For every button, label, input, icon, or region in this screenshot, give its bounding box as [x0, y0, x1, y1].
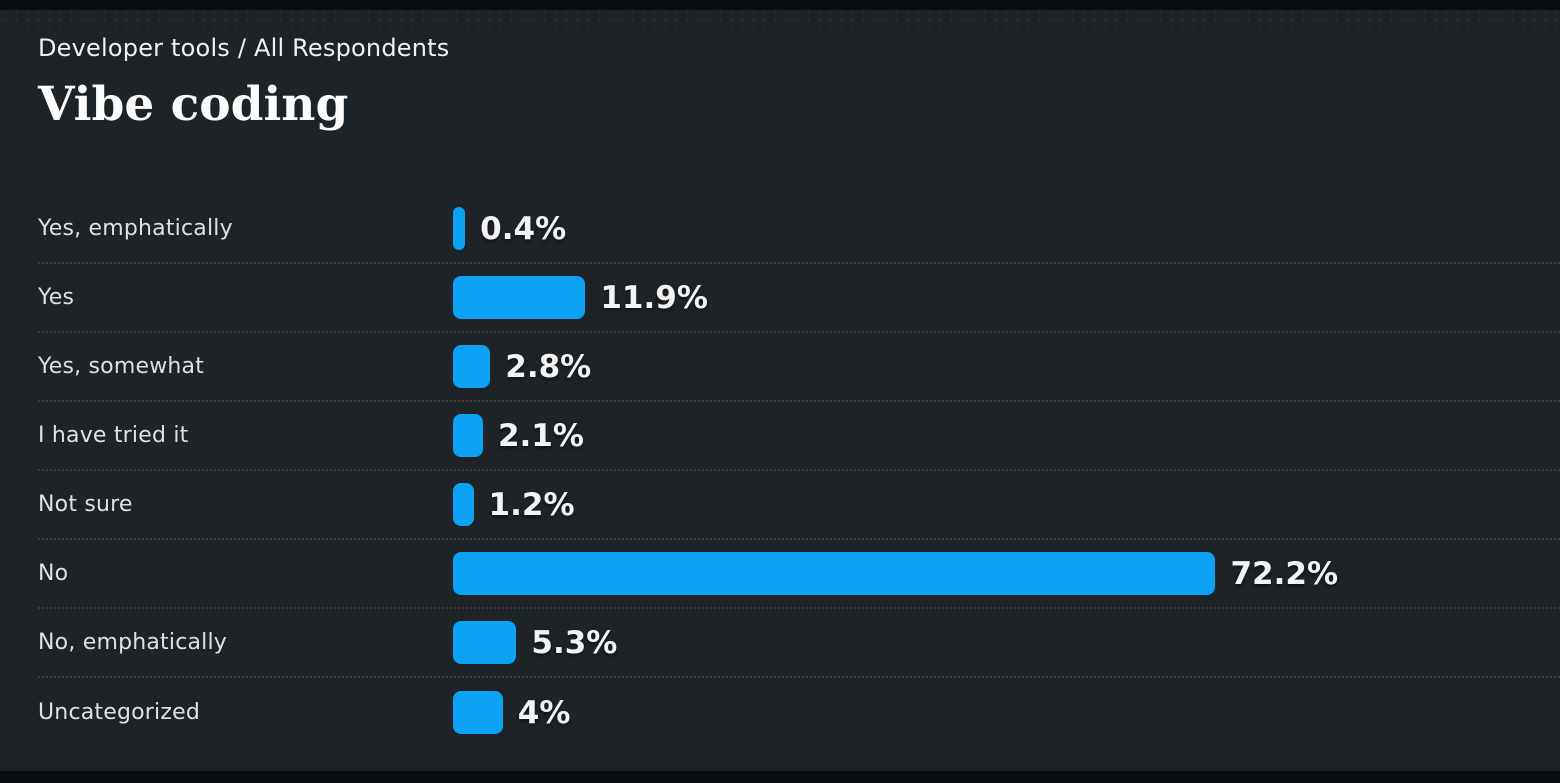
bar — [453, 621, 517, 664]
value-label: 5.3% — [531, 624, 618, 661]
category-label: Yes, somewhat — [38, 354, 205, 379]
chart-row: I have tried it 2.1% — [38, 402, 1560, 471]
breadcrumb: Developer tools / All Respondents — [38, 34, 450, 62]
chart-row: Yes 11.9% — [38, 264, 1560, 333]
value-label: 11.9% — [600, 279, 708, 316]
bar — [453, 414, 483, 457]
bar — [453, 552, 1216, 595]
bar — [453, 345, 491, 388]
bar-track: 0.4% — [453, 207, 1560, 250]
bar — [453, 207, 466, 250]
bar — [453, 276, 586, 319]
bar-track: 2.1% — [453, 414, 1560, 457]
category-label: Yes, emphatically — [38, 216, 233, 241]
category-label: No — [38, 561, 69, 586]
chart-row: No, emphatically 5.3% — [38, 609, 1560, 678]
category-label: No, emphatically — [38, 630, 228, 655]
bar-track: 11.9% — [453, 276, 1560, 319]
category-label: Yes — [38, 285, 75, 310]
chart-panel: Developer tools / All Respondents Vibe c… — [0, 10, 1560, 771]
bar-track: 72.2% — [453, 552, 1560, 595]
bar — [453, 483, 474, 526]
chart-row: Uncategorized 4% — [38, 678, 1560, 747]
value-label: 1.2% — [488, 486, 575, 523]
value-label: 2.1% — [497, 417, 584, 454]
value-label: 0.4% — [480, 210, 567, 247]
category-label: I have tried it — [38, 423, 189, 448]
category-label: Uncategorized — [38, 700, 201, 725]
bar-track: 5.3% — [453, 621, 1560, 664]
bar-track: 2.8% — [453, 345, 1560, 388]
value-label: 2.8% — [505, 348, 592, 385]
value-label: 4% — [517, 694, 571, 731]
page-title: Vibe coding — [38, 77, 349, 132]
bar-track: 1.2% — [453, 483, 1560, 526]
bar-track: 4% — [453, 691, 1560, 734]
chart-row: Not sure 1.2% — [38, 471, 1560, 540]
chart-row: No 72.2% — [38, 540, 1560, 609]
bar-chart: Yes, emphatically 0.4% Yes 11.9% Yes, so… — [38, 195, 1560, 747]
chart-row: Yes, emphatically 0.4% — [38, 195, 1560, 264]
bar — [453, 691, 503, 734]
chart-row: Yes, somewhat 2.8% — [38, 333, 1560, 402]
category-label: Not sure — [38, 492, 133, 517]
value-label: 72.2% — [1230, 555, 1339, 592]
